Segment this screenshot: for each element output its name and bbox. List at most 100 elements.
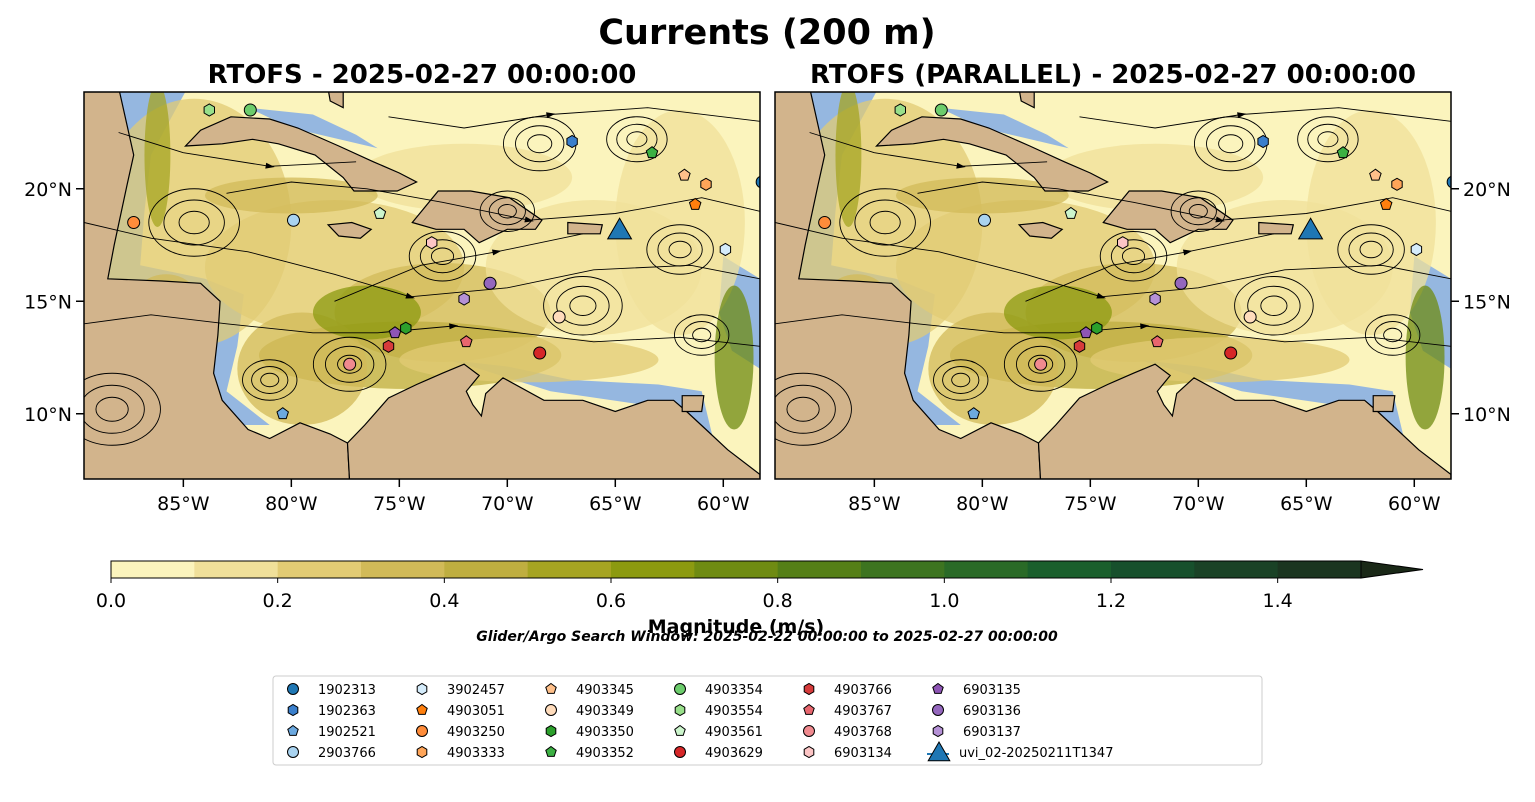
current-speed-patch bbox=[237, 312, 367, 425]
marker-4903345 bbox=[678, 168, 691, 181]
land-hispaniola bbox=[1102, 190, 1234, 244]
land-right bbox=[775, 92, 1451, 479]
streamline-arrow bbox=[1183, 249, 1193, 256]
marker-6903136 bbox=[1174, 276, 1188, 290]
marker-4903333 bbox=[700, 177, 712, 191]
streamline bbox=[775, 372, 852, 446]
marker-4903629 bbox=[533, 346, 547, 360]
streamline bbox=[616, 123, 658, 155]
legend-label: 4903352 bbox=[576, 746, 634, 761]
map-frame-left bbox=[83, 91, 761, 480]
legend-label: 1902363 bbox=[318, 704, 376, 719]
colorbar-label: Magnitude (m/s) bbox=[648, 616, 825, 638]
streamline bbox=[515, 125, 565, 163]
legend-label: 1902313 bbox=[318, 683, 376, 698]
streamline bbox=[1383, 327, 1403, 343]
colorbar-bin bbox=[444, 561, 529, 578]
marker-2903766 bbox=[977, 213, 991, 227]
streamline bbox=[251, 366, 289, 394]
land-cuba bbox=[875, 116, 1109, 192]
legend-label: 4903768 bbox=[834, 725, 892, 740]
streamline bbox=[1188, 204, 1208, 219]
streamline bbox=[1234, 276, 1314, 336]
streamline bbox=[148, 188, 240, 257]
streamline-arrow bbox=[546, 112, 556, 119]
legend-label: 6903136 bbox=[963, 704, 1021, 719]
streamline-arrow bbox=[524, 216, 534, 223]
current-speed-patch bbox=[835, 92, 862, 227]
legend-marker-6903134 bbox=[803, 745, 815, 759]
streamline bbox=[325, 345, 375, 383]
marker-uvi_02-20250211T1347 bbox=[1297, 217, 1324, 240]
marker-4903554 bbox=[203, 103, 215, 117]
streamline bbox=[775, 314, 1451, 347]
legend-label: 4903333 bbox=[447, 746, 505, 761]
colorbar: 0.0 0.2 0.4 0.6 0.8 1.0 1.2 1.4 bbox=[96, 560, 1424, 612]
land-andros bbox=[1019, 92, 1035, 109]
marker-6903137 bbox=[458, 292, 470, 306]
land-south-america bbox=[1037, 363, 1451, 479]
legend-label: 6903135 bbox=[963, 683, 1021, 698]
marker-1902363 bbox=[566, 134, 578, 149]
streamline bbox=[1337, 224, 1405, 275]
land-central-america bbox=[84, 92, 351, 479]
current-speed-patch bbox=[615, 110, 745, 335]
legend-marker-6903137 bbox=[932, 724, 944, 738]
lat-tick-label: 15°N bbox=[1463, 291, 1511, 313]
streamline bbox=[163, 199, 225, 246]
streamline bbox=[854, 199, 916, 246]
lon-tick-label: 60°W bbox=[697, 493, 750, 515]
lat-tick-label: 10°N bbox=[24, 404, 72, 426]
land-puerto-rico bbox=[567, 221, 604, 235]
land-puerto-rico bbox=[1258, 221, 1295, 235]
marker-4903333 bbox=[1391, 177, 1403, 191]
lon-tick-label: 65°W bbox=[1280, 493, 1333, 515]
colorbar-bin bbox=[194, 561, 279, 578]
streamline bbox=[1374, 321, 1412, 349]
legend-frame bbox=[272, 675, 1263, 766]
legend-label: 4903051 bbox=[447, 704, 505, 719]
streamline bbox=[497, 204, 517, 219]
marker-4903352 bbox=[645, 146, 659, 159]
streamline bbox=[1218, 134, 1244, 154]
marker-6903134 bbox=[1117, 236, 1129, 250]
streamline bbox=[543, 276, 623, 336]
streamline-arrow bbox=[956, 162, 966, 169]
streamline bbox=[775, 384, 836, 434]
marker-2903766 bbox=[286, 213, 300, 227]
streamline bbox=[95, 396, 129, 422]
legend-label: 4903354 bbox=[705, 683, 763, 698]
colorbar-bin bbox=[1111, 561, 1195, 578]
streamline bbox=[488, 197, 526, 226]
streamline bbox=[1110, 239, 1157, 274]
marker-4903766 bbox=[1073, 339, 1086, 353]
legend-label: 6903134 bbox=[834, 746, 892, 761]
map-frame-right bbox=[774, 91, 1452, 480]
marker-4903766 bbox=[382, 339, 395, 353]
streamline bbox=[527, 134, 553, 154]
streamline bbox=[479, 190, 535, 232]
legend-marker-4903352 bbox=[545, 745, 557, 757]
land-jamaica bbox=[326, 221, 373, 239]
legend-marker-4903767 bbox=[803, 703, 815, 715]
streamline bbox=[1028, 354, 1054, 374]
search-window-note: Glider/Argo Search Window: 2025-02-22 00… bbox=[476, 629, 1058, 645]
colorbar-extend-arrow bbox=[1360, 560, 1424, 579]
colorbar-tick-label: 0.8 bbox=[763, 590, 793, 612]
colorbar-tick-label: 1.0 bbox=[929, 590, 959, 612]
streamline-arrow bbox=[1215, 216, 1225, 223]
streamline bbox=[1359, 240, 1383, 259]
streamline bbox=[1121, 247, 1146, 265]
legend-label: 3902457 bbox=[447, 683, 505, 698]
streamline bbox=[626, 131, 648, 148]
streamline bbox=[260, 372, 280, 388]
legend-marker-1902313 bbox=[287, 683, 299, 695]
marker-6903136 bbox=[483, 276, 497, 290]
streamline bbox=[668, 240, 692, 259]
legend-marker-1902521 bbox=[287, 724, 299, 736]
streamline-arrow bbox=[449, 323, 459, 330]
legend-marker-4903561 bbox=[674, 724, 686, 736]
lon-tick-label: 85°W bbox=[157, 493, 210, 515]
streamline bbox=[337, 354, 363, 374]
lon-tick-label: 80°W bbox=[956, 493, 1009, 515]
